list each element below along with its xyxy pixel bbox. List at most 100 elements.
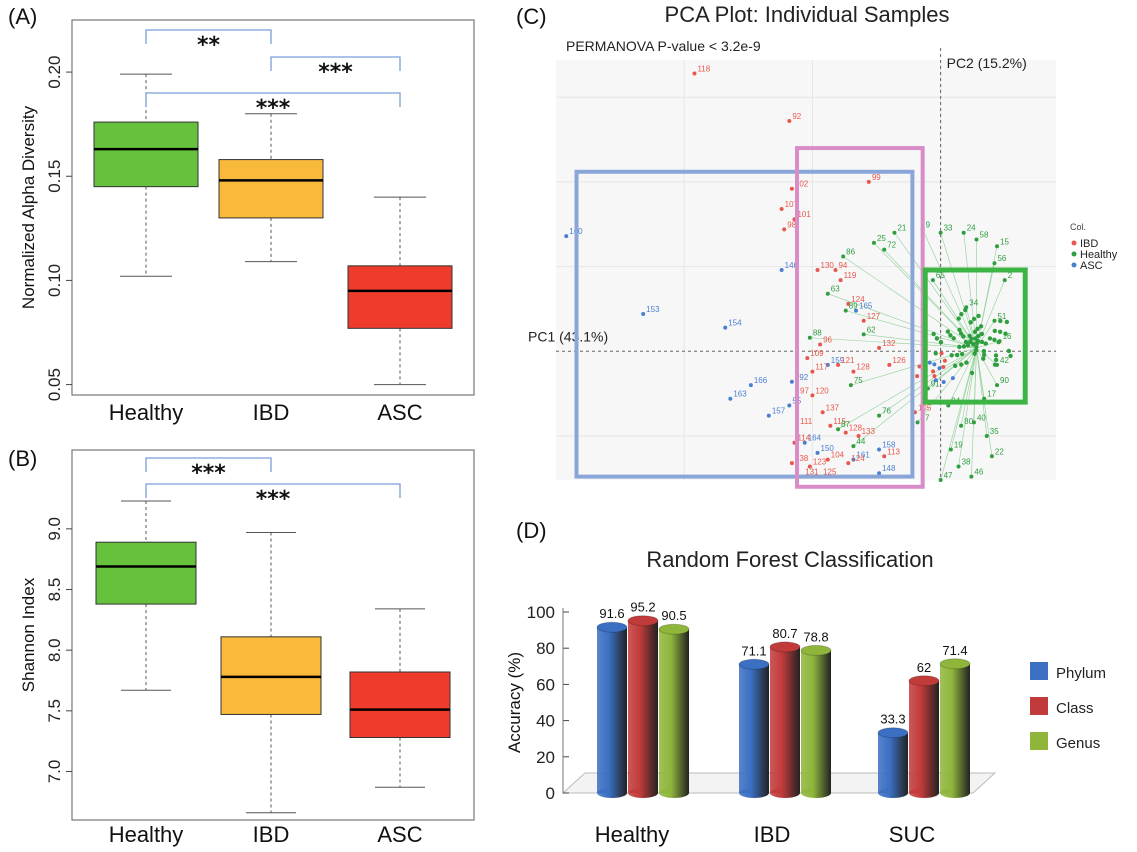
sample-point: [810, 369, 815, 374]
sample-point: [564, 234, 569, 239]
sample-point: [877, 447, 882, 452]
sample-point: [789, 186, 794, 191]
sample-point: [692, 71, 697, 76]
y-axis-title: Normalized Alpha Diversity: [19, 105, 38, 309]
sample-point: [779, 207, 784, 212]
bar-genus: 78.8: [800, 629, 832, 798]
sample-point: [1003, 331, 1008, 336]
sample-label: 125: [823, 468, 837, 477]
sample-point: [825, 291, 830, 296]
bar-body: [739, 664, 769, 793]
y-axis-title: Shannon Index: [19, 577, 38, 692]
sample-point: [967, 333, 972, 339]
sample-label: 65: [936, 271, 945, 280]
panel-label: (B): [8, 446, 37, 471]
sample-point: [939, 351, 944, 356]
sample-point: [882, 247, 887, 252]
legend-label: IBD: [1080, 238, 1098, 250]
sample-point: [917, 364, 922, 369]
sample-point: [843, 308, 848, 313]
loading-line: [837, 347, 977, 430]
sample-label: 62: [867, 325, 876, 334]
bar-bottom: [628, 788, 658, 798]
panel-label: (D): [516, 518, 547, 543]
sample-point: [836, 362, 841, 367]
legend-swatch: [1030, 662, 1048, 680]
box-healthy: [95, 500, 197, 691]
bar-body: [597, 627, 627, 793]
y-tick-label: 9.0: [45, 517, 64, 541]
sample-label: 121: [841, 356, 855, 365]
sample-point: [807, 335, 812, 340]
sample-point: [938, 230, 943, 235]
y-tick-label: 100: [527, 603, 555, 622]
sample-label: 89: [849, 302, 858, 311]
sample-label: 94: [838, 261, 847, 270]
sample-point: [997, 329, 1003, 335]
sample-point: [851, 457, 856, 462]
data-label: 80.7: [772, 626, 797, 641]
loading-line: [940, 232, 977, 348]
sample-label: 137: [826, 403, 840, 412]
sample-point: [748, 383, 753, 388]
sample-point: [961, 230, 966, 235]
bar-bottom: [597, 788, 627, 798]
x-category-label: IBD: [253, 822, 290, 847]
sample-point: [836, 427, 841, 432]
data-label: 90.5: [661, 608, 686, 623]
sample-label: 127: [867, 312, 881, 321]
significance-bracket: [145, 29, 272, 44]
sample-point: [779, 268, 784, 272]
sample-point: [954, 352, 960, 358]
sample-point: [981, 352, 987, 358]
sample-label: 80: [964, 417, 973, 426]
sample-label: 51: [997, 312, 1006, 321]
sample-label: 46: [974, 468, 983, 477]
sample-label: 86: [846, 247, 855, 256]
sample-point: [810, 393, 815, 398]
y-tick-label: 40: [536, 712, 555, 731]
x-category-label: ASC: [377, 400, 422, 425]
bar-bottom: [739, 788, 769, 798]
sample-point: [815, 450, 820, 455]
sample-label: 27: [921, 413, 930, 422]
bar-phylum: 71.1: [738, 643, 770, 798]
legend-swatch: [1071, 262, 1077, 268]
sample-point: [838, 278, 843, 283]
bar-bottom: [770, 788, 800, 798]
y-tick-label: 8.0: [45, 638, 64, 662]
sample-point: [956, 464, 961, 469]
loading-line: [922, 229, 977, 349]
legend-label: Healthy: [1080, 249, 1118, 261]
loading-line: [843, 256, 977, 349]
sample-label: 35: [990, 427, 999, 436]
sample-label: 119: [844, 271, 857, 280]
group-box: [574, 169, 915, 479]
sample-point: [833, 268, 838, 272]
sample-point: [993, 357, 999, 363]
x-category-label: Healthy: [109, 400, 184, 425]
y-tick-label: 0.15: [45, 160, 64, 193]
bar-top: [658, 623, 690, 635]
sample-point: [957, 327, 962, 333]
sample-point: [992, 362, 998, 367]
sample-point: [789, 461, 794, 466]
group-box: [922, 267, 1028, 405]
sample-point: [992, 261, 997, 266]
loading-line: [950, 347, 977, 450]
sample-label: 158: [882, 441, 896, 450]
loading-line: [976, 347, 988, 437]
sample-point: [805, 356, 810, 361]
sample-label: 16: [1003, 332, 1012, 341]
legend-swatch: [1071, 251, 1077, 257]
sample-point: [995, 383, 1000, 388]
sample-point: [815, 268, 820, 272]
sample-point: [952, 363, 958, 369]
significance-stars: ***: [191, 461, 226, 486]
sample-point: [951, 336, 956, 341]
bar-body: [628, 620, 658, 793]
sample-point: [1006, 348, 1012, 354]
sample-label: 58: [980, 231, 989, 240]
